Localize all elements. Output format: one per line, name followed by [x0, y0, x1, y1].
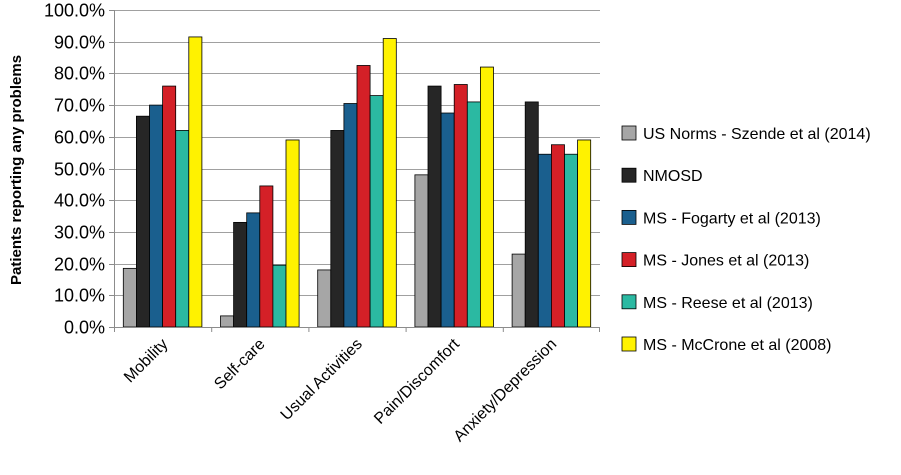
bar: [524, 101, 539, 328]
y-tick-label: 50.0%: [54, 160, 105, 180]
bar: [246, 212, 261, 328]
x-category-label: Anxiety/Depression: [451, 336, 560, 445]
bar: [466, 101, 481, 328]
y-tick-label: 40.0%: [54, 191, 105, 211]
legend-entry-label: NMOSD: [643, 168, 703, 185]
bar: [577, 139, 592, 328]
legend-entry-label: MS - Fogarty et al (2013): [643, 210, 821, 227]
legend-swatch: [621, 336, 637, 352]
legend-swatch: [621, 252, 637, 268]
legend-swatch: [621, 209, 637, 225]
bar: [369, 95, 384, 328]
x-category-label: Usual Activities: [278, 336, 366, 424]
legend-entry-label: MS - McCrone et al (2008): [643, 337, 832, 354]
bar: [272, 264, 287, 328]
bar: [162, 85, 177, 328]
y-tick-label: 80.0%: [54, 64, 105, 84]
bar: [537, 153, 552, 328]
legend-swatch: [621, 294, 637, 310]
bar: [188, 36, 203, 328]
y-axis-ticks: 0.0% 10.0% 20.0% 30.0% 40.0% 50.0% 60.0% 70.0% 8…: [44, 1, 114, 338]
bar: [259, 185, 274, 328]
y-tick-label: 10.0%: [54, 286, 105, 306]
bar: [511, 253, 526, 328]
legend-swatch: [621, 125, 637, 141]
legend-entry-label: MS - Jones et al (2013): [643, 253, 809, 270]
legend-entry-label: MS - Reese et al (2013): [643, 295, 813, 312]
bar: [453, 84, 468, 328]
y-tick-label: 20.0%: [54, 255, 105, 275]
bar: [175, 130, 190, 328]
y-axis-label: Patients reporting any problems: [8, 55, 25, 285]
bar: [382, 38, 397, 328]
bar: [440, 112, 455, 328]
x-category-label: Pain/Discomfort: [371, 335, 463, 427]
y-tick-label: 0.0%: [64, 318, 105, 338]
legend: US Norms - Szende et al (2014) NMOSD MS - …: [621, 125, 871, 354]
y-tick-label: 60.0%: [54, 128, 105, 148]
legend-swatch: [621, 167, 637, 183]
bar: [564, 153, 579, 328]
bar: [414, 174, 429, 328]
y-tick-label: 100.0%: [44, 1, 105, 21]
y-tick-label: 30.0%: [54, 223, 105, 243]
bar: [285, 139, 300, 328]
bar: [427, 85, 442, 328]
legend-entry-label: US Norms - Szende et al (2014): [643, 126, 871, 143]
bar: [149, 104, 164, 328]
bar: [317, 269, 332, 328]
bar: [220, 315, 235, 328]
y-tick-label: 90.0%: [54, 33, 105, 53]
bar: [551, 144, 565, 328]
x-category-label: Mobility: [121, 336, 171, 386]
bar: [233, 221, 248, 328]
bar: [330, 130, 345, 328]
bar: [343, 103, 358, 328]
bars: [122, 36, 592, 328]
x-category-label: Self-care: [211, 336, 268, 393]
y-tick-label: 70.0%: [54, 96, 105, 116]
bar: [135, 115, 150, 328]
bar: [122, 267, 137, 328]
bar: [356, 65, 371, 328]
axes: [114, 10, 600, 332]
x-axis-categories: Mobility Self-care Usual Activities Pain/Di…: [121, 335, 560, 445]
bar: [479, 66, 494, 328]
